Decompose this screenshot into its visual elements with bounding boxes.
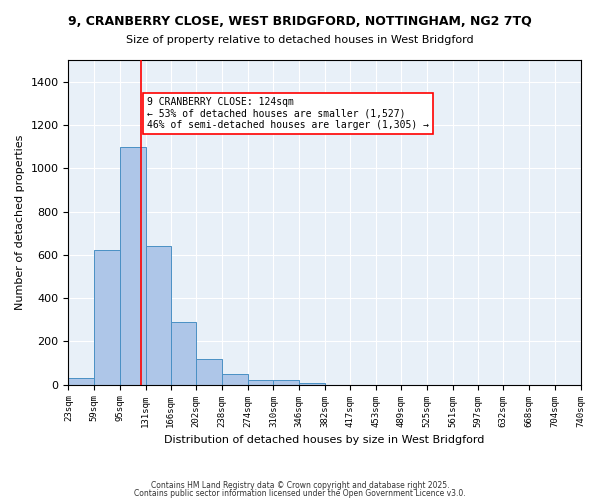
Text: Contains HM Land Registry data © Crown copyright and database right 2025.: Contains HM Land Registry data © Crown c… — [151, 481, 449, 490]
Bar — [274, 380, 299, 384]
Bar — [299, 382, 325, 384]
X-axis label: Distribution of detached houses by size in West Bridgford: Distribution of detached houses by size … — [164, 435, 485, 445]
Bar — [68, 378, 94, 384]
Bar — [248, 380, 274, 384]
Text: Contains public sector information licensed under the Open Government Licence v3: Contains public sector information licen… — [134, 488, 466, 498]
Bar — [94, 250, 120, 384]
Bar — [146, 246, 171, 384]
Bar — [222, 374, 248, 384]
Text: 9, CRANBERRY CLOSE, WEST BRIDGFORD, NOTTINGHAM, NG2 7TQ: 9, CRANBERRY CLOSE, WEST BRIDGFORD, NOTT… — [68, 15, 532, 28]
Text: Size of property relative to detached houses in West Bridgford: Size of property relative to detached ho… — [126, 35, 474, 45]
Y-axis label: Number of detached properties: Number of detached properties — [15, 134, 25, 310]
Bar — [120, 146, 146, 384]
Bar — [170, 322, 196, 384]
Bar — [196, 358, 222, 384]
Text: 9 CRANBERRY CLOSE: 124sqm
← 53% of detached houses are smaller (1,527)
46% of se: 9 CRANBERRY CLOSE: 124sqm ← 53% of detac… — [147, 97, 429, 130]
